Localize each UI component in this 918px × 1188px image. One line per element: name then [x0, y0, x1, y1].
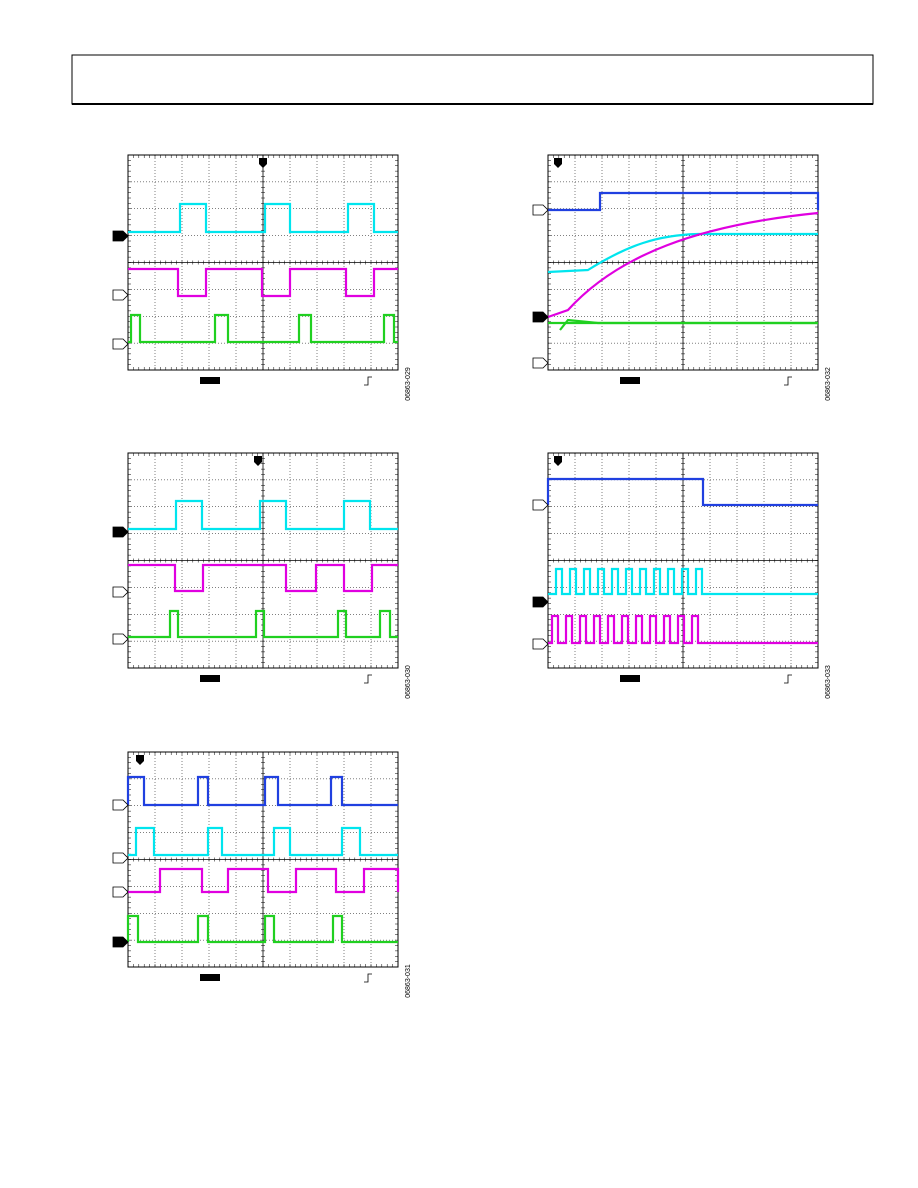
waveform: [546, 477, 818, 507]
waveform: [128, 202, 398, 234]
scope-screen: [532, 452, 819, 684]
waveform: [547, 211, 819, 319]
scope-screen: [112, 751, 400, 983]
channel-marker: [112, 886, 129, 898]
status-box: [200, 675, 220, 682]
trigger-marker: [254, 456, 262, 466]
trigger-slope: [364, 973, 372, 983]
trigger-slope: [784, 674, 792, 684]
waveform: [126, 775, 398, 807]
trigger-marker: [554, 158, 562, 168]
channel-marker: [112, 586, 129, 598]
waveform: [128, 267, 398, 298]
status-box: [200, 974, 220, 981]
waveform: [128, 826, 398, 857]
waveform: [128, 313, 398, 344]
waveform: [128, 867, 400, 894]
waveform: [547, 232, 818, 274]
channel-marker: [532, 357, 549, 369]
channel-marker: [532, 638, 549, 650]
trigger-marker: [259, 158, 267, 168]
channel-marker: [112, 289, 129, 301]
channel-marker: [112, 338, 129, 350]
header-box: [71, 54, 874, 105]
channel-marker: [112, 633, 129, 645]
scope-screen: [112, 452, 399, 684]
channel-marker: [532, 204, 549, 216]
trigger-slope: [784, 376, 792, 386]
channel-marker: [112, 852, 129, 864]
scope-screen: [112, 154, 399, 386]
waveform: [128, 563, 398, 593]
waveform: [128, 499, 398, 531]
waveform: [128, 609, 398, 639]
channel-marker: [532, 311, 549, 323]
waveform: [548, 567, 818, 596]
channel-marker: [532, 596, 549, 608]
status-box: [200, 377, 220, 384]
channel-marker: [112, 799, 129, 811]
channel-marker: [532, 499, 549, 511]
trigger-slope: [364, 376, 372, 386]
figure-id: 06863-031: [405, 964, 412, 998]
figure-id: 06863-029: [405, 367, 412, 401]
channel-marker: [112, 230, 129, 242]
waveform: [559, 318, 818, 331]
channel-marker: [112, 526, 129, 538]
figure-id: 06863-033: [825, 665, 832, 699]
waveform: [548, 191, 820, 212]
figure-id: 06863-032: [825, 367, 832, 401]
scope-screen: [532, 154, 820, 386]
trigger-slope: [364, 674, 372, 684]
waveform: [126, 914, 398, 944]
trigger-marker: [136, 755, 144, 765]
trigger-marker: [554, 456, 562, 466]
figure-id: 06863-030: [405, 665, 412, 699]
status-box: [620, 377, 640, 384]
waveform: [548, 614, 818, 645]
channel-marker: [112, 936, 129, 948]
status-box: [620, 675, 640, 682]
